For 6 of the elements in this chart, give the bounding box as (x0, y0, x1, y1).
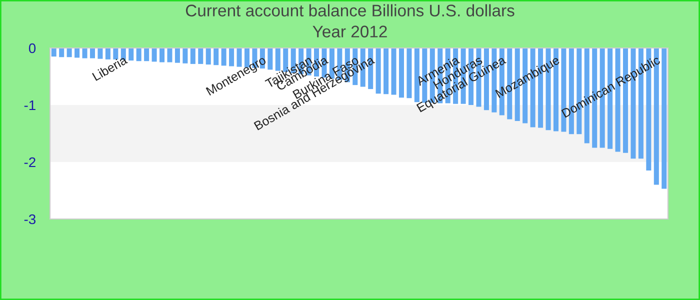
y-tick-label: -1 (24, 100, 36, 110)
chart-title: Current account balance Billions U.S. dollars (186, 4, 514, 16)
y-tick-label: -3 (24, 214, 36, 224)
y-tick-label: 0 (28, 43, 36, 54)
y-tick-label: -2 (24, 157, 36, 168)
chart-subtitle: Year 2012 (312, 26, 387, 38)
